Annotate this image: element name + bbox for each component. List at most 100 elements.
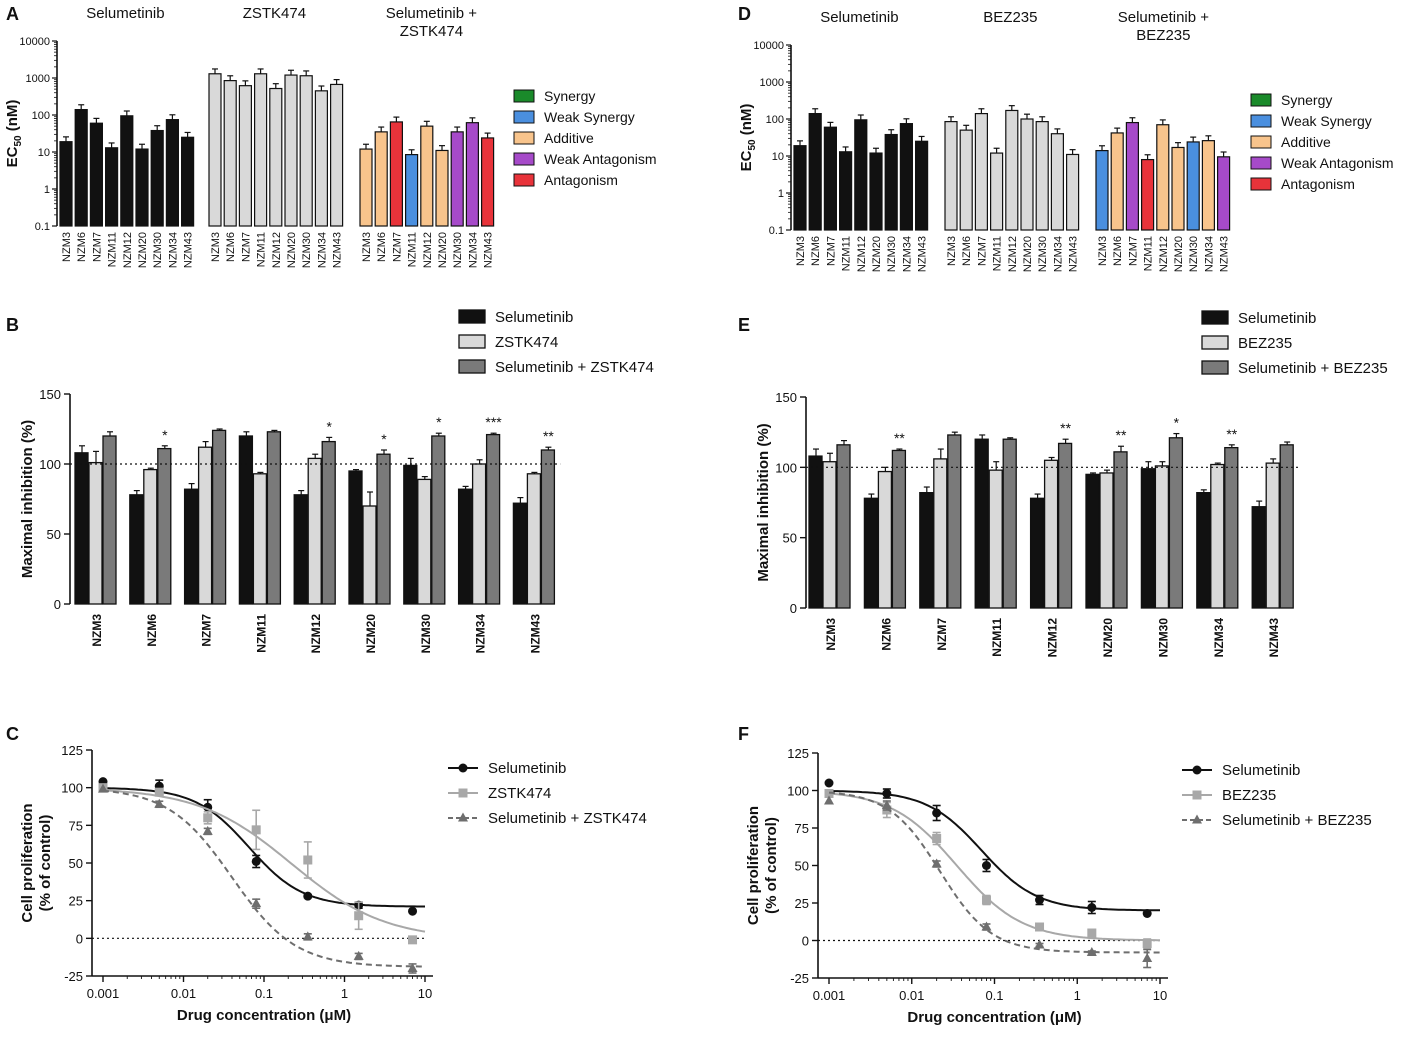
data-point-triangle xyxy=(981,921,992,931)
data-point-circle xyxy=(1087,903,1097,912)
category-label: NZM7 xyxy=(391,232,403,262)
significance-marker: ** xyxy=(543,428,554,444)
panel-letter-b: B xyxy=(6,315,19,335)
legend-label: Selumetinib + ZSTK474 xyxy=(495,359,654,376)
legend-label: Selumetinib + BEZ235 xyxy=(1222,812,1372,829)
y-tick-label: 25 xyxy=(69,894,83,909)
bar xyxy=(1171,146,1185,231)
y-label-sub: 50 xyxy=(747,139,758,151)
category-label: NZM7 xyxy=(200,614,214,647)
category-label: NZM43 xyxy=(483,232,495,268)
group-title: BEZ235 xyxy=(1136,27,1190,44)
panel-e-inhibition-chart: 150 100 50 0 Maximal inhibition (%) NZM3 NZM6 *… xyxy=(755,310,1388,657)
data-point-square xyxy=(251,825,261,835)
data-point-triangle xyxy=(154,798,165,808)
bar xyxy=(465,122,479,227)
y-tick-label: 0 xyxy=(790,601,797,616)
panel-letter-c: C xyxy=(6,724,19,744)
category-label: NZM11 xyxy=(254,614,268,653)
bar xyxy=(884,133,898,231)
legend-swatch xyxy=(1250,114,1272,128)
x-tick-label: 0.001 xyxy=(87,986,120,1001)
y-tick-label: 125 xyxy=(787,746,809,761)
category-label: NZM20 xyxy=(286,232,298,268)
legend-label: Synergy xyxy=(544,88,595,104)
y-axis-label: EC50 (nM) xyxy=(4,100,24,168)
bar xyxy=(1168,437,1184,609)
y-tick-label: 50 xyxy=(47,527,61,542)
significance-marker: * xyxy=(326,418,332,434)
legend-swatch xyxy=(1250,93,1272,107)
bar xyxy=(838,151,853,231)
data-point-triangle xyxy=(931,858,942,868)
category-label: NZM43 xyxy=(183,232,195,268)
bar xyxy=(1154,465,1170,609)
group-title: Selumetinib + xyxy=(1118,9,1210,26)
bar xyxy=(362,505,377,605)
x-axis-label: Drug concentration (μM) xyxy=(907,1009,1081,1026)
y-tick-label: 100 xyxy=(766,114,784,126)
y-label-tail: (nM) xyxy=(4,100,21,136)
category-label: NZM34 xyxy=(167,232,179,268)
data-point-triangle xyxy=(824,795,834,805)
legend-swatch xyxy=(513,173,535,187)
category-label: NZM30 xyxy=(301,232,313,268)
category-label: NZM43 xyxy=(528,614,542,654)
bar xyxy=(1210,463,1225,609)
bar xyxy=(1029,497,1045,609)
significance-marker: *** xyxy=(485,414,502,430)
bar xyxy=(293,494,308,605)
significance-marker: * xyxy=(162,427,168,443)
category-label: NZM30 xyxy=(1037,236,1049,272)
bar xyxy=(181,136,195,227)
bar xyxy=(877,470,893,609)
bar xyxy=(104,147,119,227)
data-point-square xyxy=(303,855,313,865)
bar xyxy=(974,438,989,609)
group-title: Selumetinib xyxy=(820,9,898,26)
bar xyxy=(869,152,883,231)
category-label: NZM34 xyxy=(1052,236,1064,272)
group-title: BEZ235 xyxy=(983,9,1037,26)
bar xyxy=(899,123,914,231)
bar xyxy=(150,129,164,227)
bar xyxy=(307,457,322,605)
bar xyxy=(1156,124,1170,231)
category-label: NZM30 xyxy=(419,614,433,654)
bar xyxy=(143,468,158,605)
category-label: NZM43 xyxy=(1219,236,1231,272)
x-tick-label: 0.01 xyxy=(171,986,196,1001)
bar xyxy=(359,148,373,227)
category-label: NZM3 xyxy=(946,236,958,266)
bar xyxy=(947,434,962,609)
legend-swatch xyxy=(513,152,535,166)
legend-swatch xyxy=(513,89,535,103)
legend-swatch xyxy=(1250,177,1272,191)
data-point-triangle xyxy=(1086,947,1097,956)
category-label: NZM20 xyxy=(1173,236,1185,272)
bar xyxy=(1186,141,1200,231)
y-tick-label: 100 xyxy=(775,460,797,475)
significance-marker: * xyxy=(436,414,442,430)
bar xyxy=(417,478,432,605)
legend-label: Synergy xyxy=(1281,92,1332,108)
bar xyxy=(485,433,501,605)
category-label: NZM30 xyxy=(152,232,164,268)
bar xyxy=(1113,451,1128,609)
data-point-triangle xyxy=(1192,814,1202,824)
category-label: NZM34 xyxy=(467,232,479,268)
y-tick-label: 50 xyxy=(69,856,83,871)
data-point-square xyxy=(981,895,991,905)
legend-label: BEZ235 xyxy=(1222,787,1276,804)
legend-label: Additive xyxy=(544,130,594,146)
bar xyxy=(165,119,179,227)
bar xyxy=(266,431,282,605)
bar xyxy=(74,452,89,605)
bar xyxy=(254,73,268,227)
category-label: NZM6 xyxy=(225,232,237,262)
bar xyxy=(1095,149,1109,231)
legend-label: ZSTK474 xyxy=(488,785,551,802)
category-label: NZM20 xyxy=(1022,236,1034,272)
y-tick-label: 10000 xyxy=(753,40,784,52)
fit-curve xyxy=(102,789,426,933)
